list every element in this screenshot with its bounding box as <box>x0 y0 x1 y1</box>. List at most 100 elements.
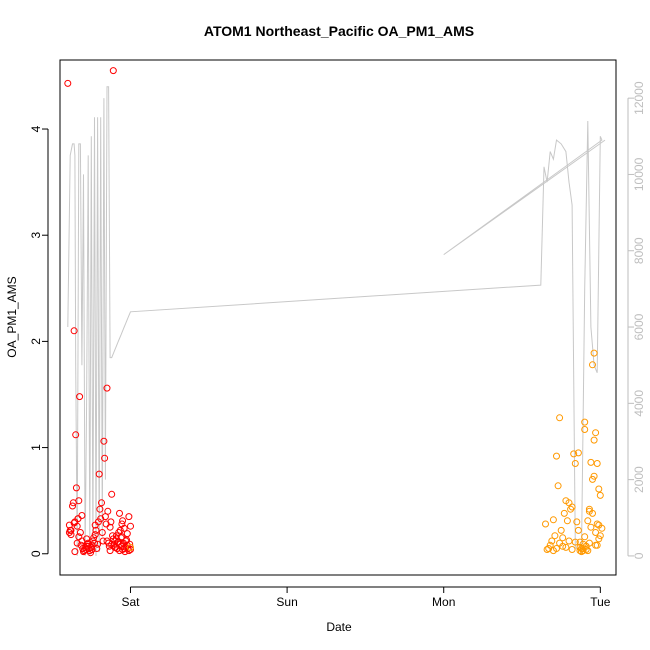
data-point <box>590 472 598 480</box>
data-point <box>556 414 564 422</box>
data-point <box>119 517 127 525</box>
data-point <box>65 529 73 536</box>
data-point <box>103 537 111 545</box>
data-point <box>120 524 128 532</box>
right-y-tick-label: 8000 <box>632 237 646 264</box>
data-point <box>590 349 598 357</box>
data-point <box>553 452 560 460</box>
data-point <box>596 491 604 499</box>
data-point <box>582 542 590 550</box>
data-point <box>571 460 579 467</box>
y-axis-label: OA_PM1_AMS <box>5 276 19 357</box>
data-point <box>570 450 578 458</box>
data-point <box>100 437 108 445</box>
right-y-tick-label: 12000 <box>632 81 646 115</box>
altitude-line-series <box>67 86 606 556</box>
data-point <box>584 547 592 555</box>
right-y-tick-label: 4000 <box>632 390 646 417</box>
data-point <box>551 532 559 540</box>
x-tick-label: Sat <box>121 595 140 609</box>
right-y-tick-label: 10000 <box>632 157 646 191</box>
data-point <box>581 426 589 433</box>
x-axis: Sat Sun Mon Tue <box>121 586 611 609</box>
data-point <box>563 517 571 525</box>
data-point <box>90 534 98 542</box>
data-point <box>91 521 99 529</box>
data-point <box>123 530 131 538</box>
data-point <box>116 526 124 534</box>
data-point <box>565 499 573 507</box>
data-point <box>589 509 596 517</box>
data-point <box>559 542 567 550</box>
data-point <box>596 532 604 540</box>
data-point <box>565 537 573 545</box>
data-point <box>117 534 125 542</box>
right-y-axis: 0 2000 4000 6000 8000 10000 12000 <box>627 81 646 559</box>
data-point <box>78 512 86 519</box>
data-point <box>593 460 601 467</box>
data-point <box>75 497 83 505</box>
data-point <box>73 539 81 547</box>
data-point <box>587 523 595 531</box>
data-point <box>96 505 104 513</box>
data-point <box>109 67 117 75</box>
data-point <box>91 531 99 539</box>
data-point <box>75 533 83 541</box>
data-point <box>557 526 565 534</box>
x-tick-label: Mon <box>432 595 455 609</box>
data-point <box>106 523 114 531</box>
left-y-tick-label: 4 <box>29 125 43 132</box>
data-point <box>76 393 84 401</box>
data-point <box>104 507 112 515</box>
data-point <box>568 546 576 553</box>
data-point <box>592 429 600 437</box>
data-point <box>590 436 598 444</box>
data-point <box>127 522 134 530</box>
data-point <box>560 509 568 517</box>
x-axis-label: Date <box>326 620 352 634</box>
data-point <box>595 535 603 543</box>
data-point <box>89 537 97 545</box>
data-point <box>84 542 92 550</box>
data-point <box>127 546 134 553</box>
data-point <box>587 458 595 466</box>
chart-title: ATOM1 Northeast_Pacific OA_PM1_AMS <box>204 23 474 39</box>
data-point <box>595 521 603 529</box>
left-y-tick-label: 2 <box>29 338 43 345</box>
data-point <box>71 548 79 556</box>
data-point <box>581 533 589 541</box>
data-point <box>72 484 80 492</box>
x-tick-label: Sun <box>276 595 297 609</box>
altitude-line-path <box>67 86 606 556</box>
data-point <box>595 485 603 493</box>
data-point <box>67 526 75 534</box>
x-tick-label: Tue <box>590 595 611 609</box>
data-point <box>592 541 600 549</box>
data-point <box>581 418 589 426</box>
data-point <box>92 526 100 534</box>
data-point <box>554 482 562 490</box>
data-point <box>582 546 590 553</box>
data-point <box>116 509 123 517</box>
data-point <box>574 526 582 534</box>
data-point <box>562 543 570 551</box>
data-point <box>98 529 106 536</box>
data-point <box>70 519 78 527</box>
data-point <box>592 529 600 536</box>
data-point <box>593 520 601 528</box>
data-point <box>109 535 117 543</box>
data-point <box>69 502 76 510</box>
left-y-tick-label: 3 <box>29 232 43 239</box>
data-point <box>546 541 554 549</box>
data-point <box>70 327 78 335</box>
data-point <box>111 543 119 551</box>
data-point <box>95 470 103 478</box>
data-point <box>589 361 596 369</box>
data-point <box>584 517 592 525</box>
data-point <box>553 545 560 552</box>
right-y-tick-label: 0 <box>632 552 646 559</box>
data-point <box>542 520 549 528</box>
left-y-axis: 0 1 2 3 4 <box>29 125 49 557</box>
data-point <box>67 531 75 539</box>
data-point <box>101 454 109 462</box>
